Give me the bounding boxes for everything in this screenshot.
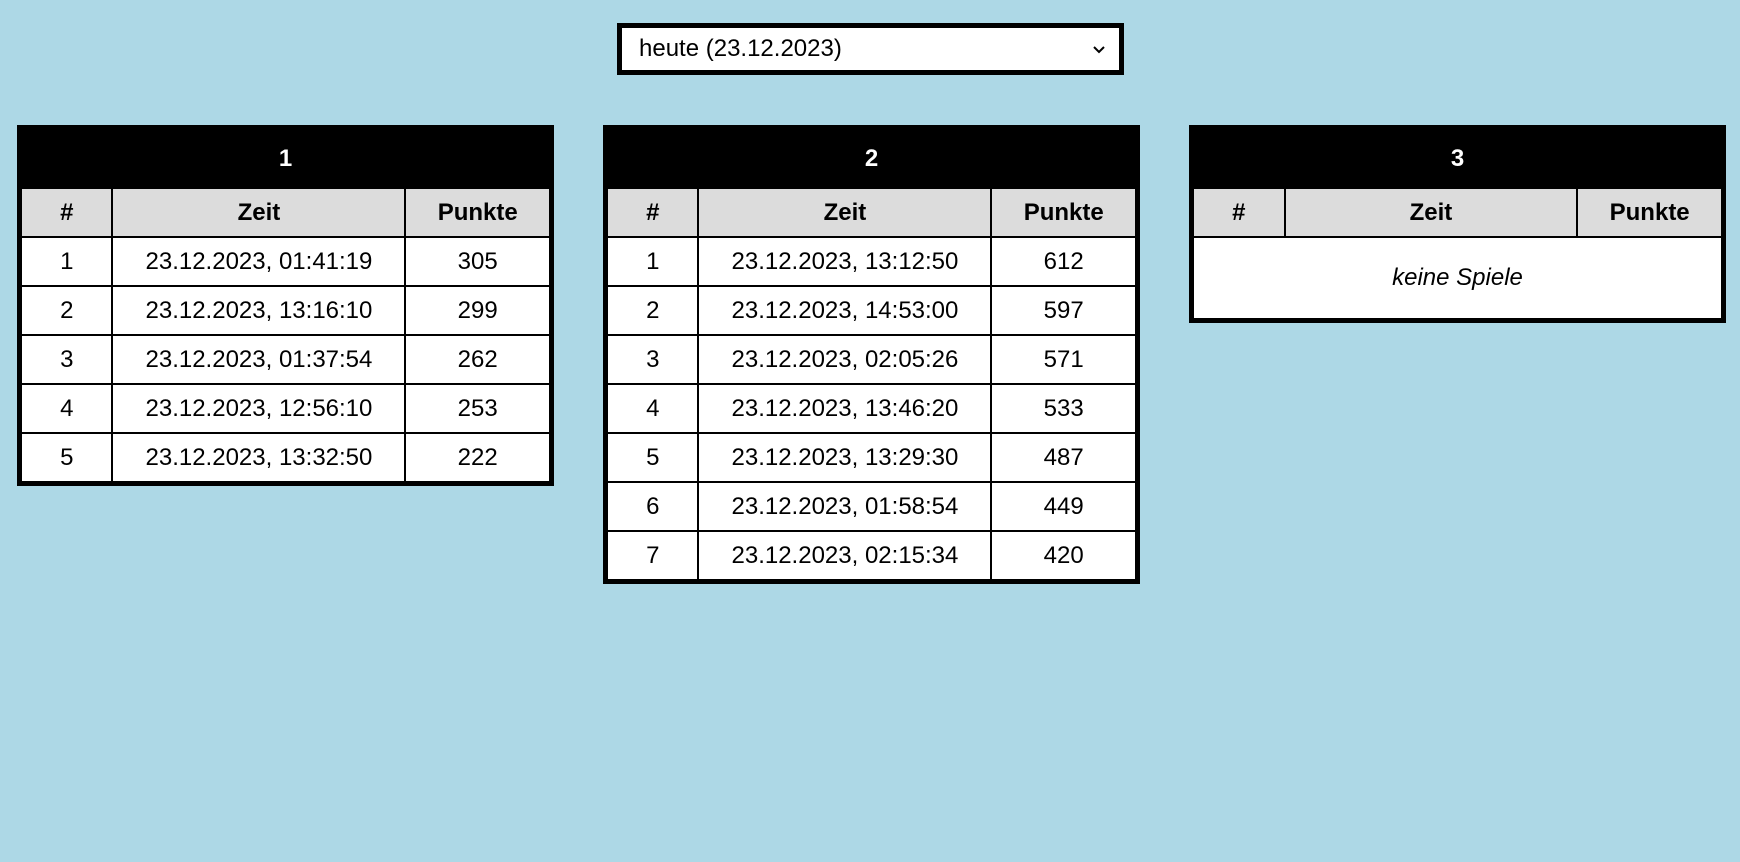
- row-time: 23.12.2023, 01:37:54: [111, 334, 407, 385]
- row-time: 23.12.2023, 01:58:54: [697, 481, 993, 532]
- row-points: 487: [990, 432, 1139, 483]
- table-row: 4 23.12.2023, 12:56:10 253: [18, 383, 553, 434]
- row-time: 23.12.2023, 14:53:00: [697, 285, 993, 336]
- score-table-1: 1 # Zeit Punkte 1 23.12.2023, 01:41:19 3…: [17, 125, 554, 486]
- row-time: 23.12.2023, 02:15:34: [697, 530, 993, 583]
- table-title: 3: [1190, 126, 1725, 189]
- row-points: 222: [404, 432, 553, 485]
- row-time: 23.12.2023, 13:12:50: [697, 236, 993, 287]
- table-row: 1 23.12.2023, 01:41:19 305: [18, 236, 553, 287]
- row-num: 7: [604, 530, 700, 583]
- table-row: 5 23.12.2023, 13:32:50 222: [18, 432, 553, 485]
- table-row: 4 23.12.2023, 13:46:20 533: [604, 383, 1139, 434]
- row-num: 1: [18, 236, 114, 287]
- row-points: 420: [990, 530, 1139, 583]
- empty-message: keine Spiele: [1190, 236, 1725, 322]
- column-header-num: #: [604, 187, 700, 238]
- table-row: 2 23.12.2023, 13:16:10 299: [18, 285, 553, 336]
- row-num: 1: [604, 236, 700, 287]
- column-header-time: Zeit: [697, 187, 993, 238]
- column-header-num: #: [18, 187, 114, 238]
- row-points: 571: [990, 334, 1139, 385]
- table-row: 7 23.12.2023, 02:15:34 420: [604, 530, 1139, 583]
- chevron-down-icon: [1093, 46, 1105, 54]
- table-row: 5 23.12.2023, 13:29:30 487: [604, 432, 1139, 483]
- column-header-points: Punkte: [990, 187, 1139, 238]
- row-points: 449: [990, 481, 1139, 532]
- row-points: 305: [404, 236, 553, 287]
- date-select-value[interactable]: heute (23.12.2023): [639, 35, 842, 62]
- row-num: 2: [18, 285, 114, 336]
- table-row: 6 23.12.2023, 01:58:54 449: [604, 481, 1139, 532]
- column-header-points: Punkte: [1576, 187, 1725, 238]
- column-header-time: Zeit: [111, 187, 407, 238]
- row-time: 23.12.2023, 13:29:30: [697, 432, 993, 483]
- row-num: 4: [18, 383, 114, 434]
- table-row: 3 23.12.2023, 01:37:54 262: [18, 334, 553, 385]
- row-time: 23.12.2023, 13:32:50: [111, 432, 407, 485]
- date-select[interactable]: heute (23.12.2023): [617, 23, 1124, 75]
- table-title: 1: [18, 126, 553, 189]
- row-time: 23.12.2023, 13:16:10: [111, 285, 407, 336]
- row-time: 23.12.2023, 02:05:26: [697, 334, 993, 385]
- table-row: 1 23.12.2023, 13:12:50 612: [604, 236, 1139, 287]
- row-points: 533: [990, 383, 1139, 434]
- row-points: 262: [404, 334, 553, 385]
- score-table-2: 2 # Zeit Punkte 1 23.12.2023, 13:12:50 6…: [603, 125, 1140, 584]
- row-points: 253: [404, 383, 553, 434]
- column-header-num: #: [1190, 187, 1286, 238]
- table-title: 2: [604, 126, 1139, 189]
- table-row: 3 23.12.2023, 02:05:26 571: [604, 334, 1139, 385]
- row-num: 6: [604, 481, 700, 532]
- row-points: 299: [404, 285, 553, 336]
- table-row: 2 23.12.2023, 14:53:00 597: [604, 285, 1139, 336]
- row-time: 23.12.2023, 01:41:19: [111, 236, 407, 287]
- empty-row: keine Spiele: [1190, 236, 1725, 322]
- row-num: 5: [604, 432, 700, 483]
- row-points: 597: [990, 285, 1139, 336]
- row-num: 4: [604, 383, 700, 434]
- row-points: 612: [990, 236, 1139, 287]
- row-num: 5: [18, 432, 114, 485]
- score-table-3: 3 # Zeit Punkte keine Spiele: [1189, 125, 1726, 323]
- row-time: 23.12.2023, 13:46:20: [697, 383, 993, 434]
- row-num: 3: [604, 334, 700, 385]
- row-time: 23.12.2023, 12:56:10: [111, 383, 407, 434]
- column-header-time: Zeit: [1283, 187, 1579, 238]
- row-num: 3: [18, 334, 114, 385]
- column-header-points: Punkte: [404, 187, 553, 238]
- row-num: 2: [604, 285, 700, 336]
